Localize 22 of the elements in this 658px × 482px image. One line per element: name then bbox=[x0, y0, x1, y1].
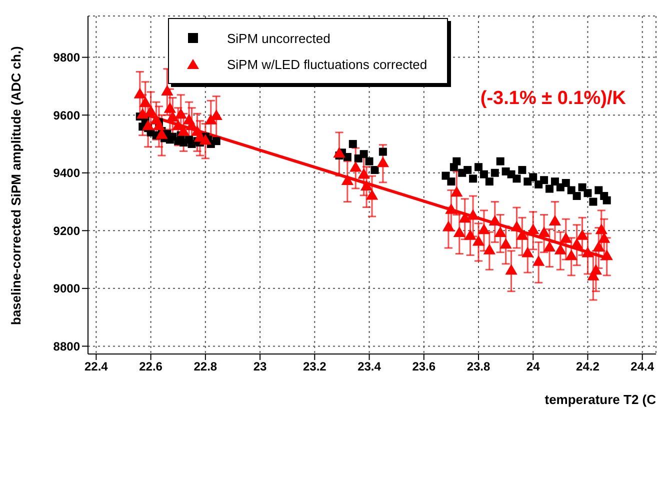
x-tick-label: 23.6 bbox=[412, 360, 436, 374]
x-tick-label: 24.4 bbox=[630, 360, 654, 374]
x-tick-label: 23.2 bbox=[302, 360, 327, 374]
x-tick-label: 24 bbox=[526, 360, 540, 374]
x-tick-label: 22.4 bbox=[84, 360, 108, 374]
x-tick-label: 23 bbox=[253, 360, 268, 374]
y-tick-label: 9600 bbox=[53, 108, 80, 122]
x-tick-label: 23.8 bbox=[466, 360, 490, 374]
y-tick-label: 9200 bbox=[53, 224, 80, 238]
y-axis-title: baseline-corrected SiPM amplitude (ADC ch.) bbox=[8, 46, 24, 325]
legend-label: SiPM w/LED fluctuations corrected bbox=[227, 56, 428, 72]
x-tick-label: 22.6 bbox=[139, 360, 163, 374]
x-axis-title: temperature T2 (C bbox=[544, 392, 657, 407]
y-tick-label: 9400 bbox=[53, 166, 80, 180]
y-tick-label: 9000 bbox=[53, 282, 80, 296]
x-tick-label: 23.4 bbox=[358, 360, 382, 374]
x-tick-label: 24.2 bbox=[576, 360, 600, 374]
x-tick-label: 22.8 bbox=[194, 360, 218, 374]
legend-label: SiPM uncorrected bbox=[227, 30, 330, 46]
annotation: (-3.1% ± 0.1%)/K bbox=[480, 88, 626, 110]
y-tick-label: 8800 bbox=[53, 339, 80, 354]
y-tick-label: 9800 bbox=[53, 50, 80, 65]
